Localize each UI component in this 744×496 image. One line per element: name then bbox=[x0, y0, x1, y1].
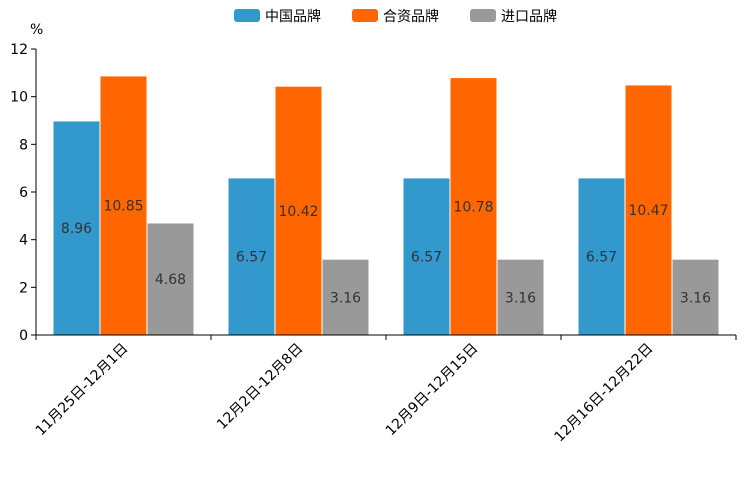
y-tick-label: 10 bbox=[10, 90, 28, 106]
y-tick-label: 0 bbox=[19, 328, 28, 344]
legend-swatch bbox=[470, 9, 496, 22]
bar bbox=[672, 259, 719, 335]
data-label: 10.42 bbox=[278, 204, 318, 220]
legend-label: 进口品牌 bbox=[501, 8, 557, 25]
bar bbox=[578, 178, 625, 335]
bar bbox=[625, 85, 672, 335]
data-label: 6.57 bbox=[411, 250, 442, 266]
legend-label: 中国品牌 bbox=[265, 8, 321, 25]
bar bbox=[322, 259, 369, 335]
data-label: 3.16 bbox=[680, 290, 711, 306]
bar bbox=[275, 86, 322, 335]
data-label: 6.57 bbox=[236, 250, 267, 266]
category-label: 12月9日-12月15日 bbox=[383, 341, 482, 440]
bars: 8.96 10.85 4.68 6.57 10.42 3.16 6.57 10.78 3.16 6… bbox=[53, 76, 719, 336]
y-axis: 0 2 4 6 8 10 12 bbox=[10, 42, 37, 344]
category-label: 12月2日-12月8日 bbox=[214, 341, 306, 433]
bar bbox=[100, 76, 147, 336]
y-tick-label: 6 bbox=[19, 185, 28, 201]
bar bbox=[147, 223, 194, 335]
legend: 中国品牌 合资品牌 进口品牌 bbox=[234, 8, 557, 25]
bar bbox=[450, 78, 497, 336]
data-label: 10.47 bbox=[628, 203, 668, 219]
data-label: 3.16 bbox=[505, 290, 536, 306]
y-unit-label: % bbox=[30, 22, 43, 38]
legend-swatch bbox=[352, 9, 378, 22]
y-tick-label: 4 bbox=[19, 233, 28, 249]
data-label: 4.68 bbox=[155, 272, 186, 288]
data-label: 3.16 bbox=[330, 290, 361, 306]
bar bbox=[53, 121, 100, 335]
y-tick-label: 8 bbox=[19, 137, 28, 153]
bar bbox=[497, 259, 544, 335]
legend-swatch bbox=[234, 9, 260, 22]
x-axis: 11月25日-12月1日 12月2日-12月8日 12月9日-12月15日 12月16… bbox=[33, 334, 737, 446]
data-label: 10.85 bbox=[103, 199, 143, 215]
data-label: 10.78 bbox=[453, 200, 493, 216]
data-label: 6.57 bbox=[586, 250, 617, 266]
category-label: 12月16日-12月22日 bbox=[551, 341, 656, 446]
data-label: 8.96 bbox=[61, 221, 92, 237]
bar bbox=[228, 178, 275, 335]
y-tick-label: 2 bbox=[19, 280, 28, 296]
category-label: 11月25日-12月1日 bbox=[33, 341, 132, 440]
y-tick-label: 12 bbox=[10, 42, 28, 58]
bar bbox=[403, 178, 450, 335]
legend-label: 合资品牌 bbox=[383, 8, 439, 25]
